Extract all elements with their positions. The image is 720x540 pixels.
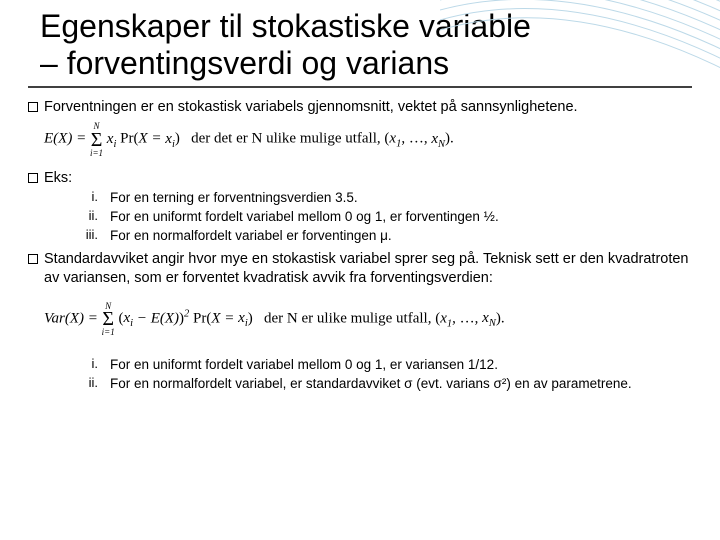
slide-body: Forventningen er en stokastisk variabels…	[0, 98, 720, 392]
title-line2: – forventingsverdi og varians	[40, 45, 449, 81]
bullet-text: Forventningen er en stokastisk variabels…	[44, 98, 692, 117]
roman-numeral: ii.	[76, 208, 110, 226]
formula-expectation: E(X) = N Σ i=1 xi Pr(X = xi) der det er …	[44, 122, 692, 156]
example-text: For en normalfordelt variabel, er standa…	[110, 375, 692, 393]
roman-numeral: i.	[76, 189, 110, 207]
roman-numeral: ii.	[76, 375, 110, 393]
bullet-square-icon	[28, 102, 38, 112]
example-item: ii. For en normalfordelt variabel, er st…	[76, 375, 692, 393]
example-text: For en normalfordelt variabel er forvent…	[110, 227, 692, 245]
example-item: i. For en uniformt fordelt variabel mell…	[76, 356, 692, 374]
bullet-square-icon	[28, 173, 38, 183]
slide-title: Egenskaper til stokastiske variable – fo…	[0, 0, 720, 86]
example-text: For en uniformt fordelt variabel mellom …	[110, 356, 692, 374]
title-underline	[28, 86, 692, 88]
example-item: iii. For en normalfordelt variabel er fo…	[76, 227, 692, 245]
bullet-expectation-def: Forventningen er en stokastisk variabels…	[28, 98, 692, 117]
bullet-text: Standardavviket angir hvor mye en stokas…	[44, 250, 692, 288]
title-line1: Egenskaper til stokastiske variable	[40, 8, 531, 44]
roman-numeral: iii.	[76, 227, 110, 245]
bullet-square-icon	[28, 254, 38, 264]
example-item: i. For en terning er forventningsverdien…	[76, 189, 692, 207]
examples-variance: i. For en uniformt fordelt variabel mell…	[76, 356, 692, 392]
roman-numeral: i.	[76, 356, 110, 374]
examples-expectation: i. For en terning er forventningsverdien…	[76, 189, 692, 244]
example-text: For en uniformt fordelt variabel mellom …	[110, 208, 692, 226]
example-text: For en terning er forventningsverdien 3.…	[110, 189, 692, 207]
bullet-stddev-def: Standardavviket angir hvor mye en stokas…	[28, 250, 692, 288]
formula-variance: Var(X) = N Σ i=1 (xi − E(X))2 Pr(X = xi)…	[44, 302, 692, 336]
bullet-examples-label: Eks:	[28, 169, 692, 188]
example-item: ii. For en uniformt fordelt variabel mel…	[76, 208, 692, 226]
bullet-text: Eks:	[44, 169, 692, 188]
